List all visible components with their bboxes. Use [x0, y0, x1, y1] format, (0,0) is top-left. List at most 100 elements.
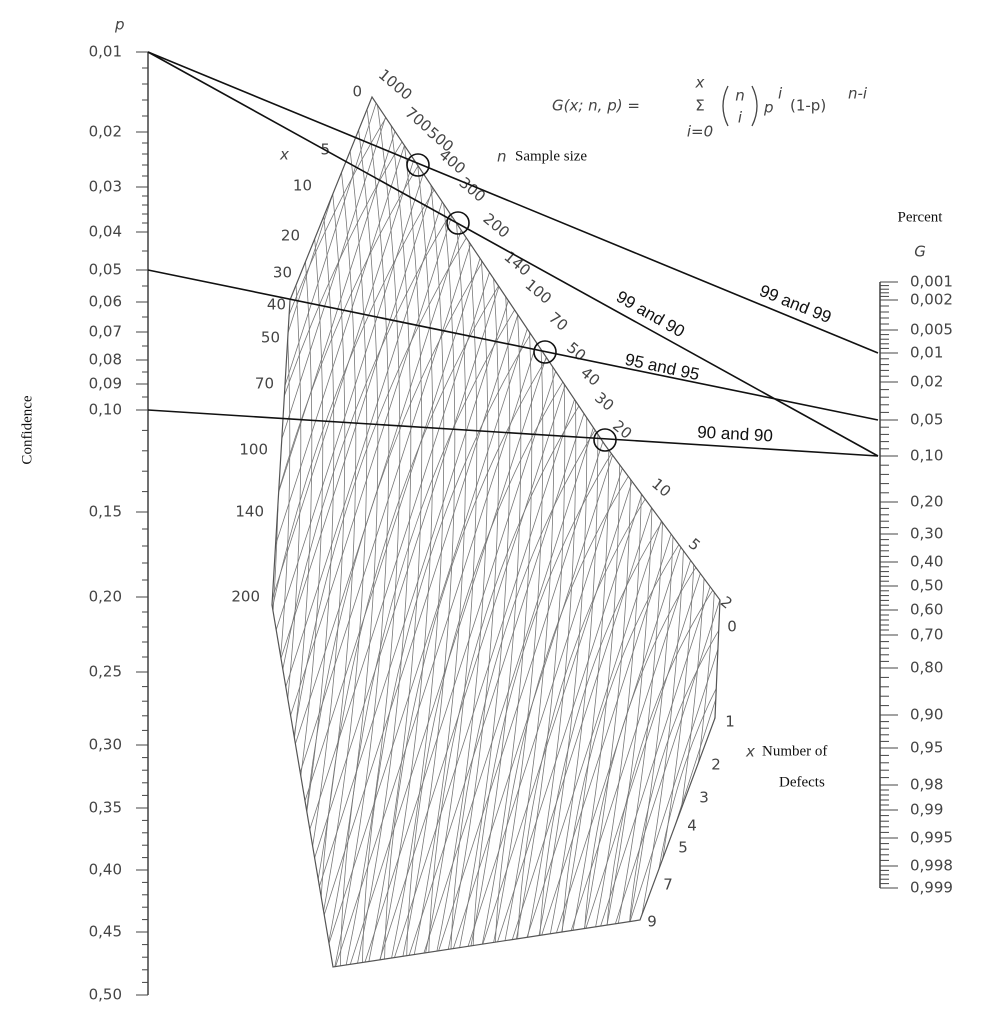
n-tick-label: 5 — [685, 535, 704, 555]
line-label: 99 and 90 — [613, 287, 688, 341]
mesh-diagonal — [272, 97, 377, 967]
mesh-diagonal — [0, 60, 264, 990]
p-tick-label: 0,35 — [89, 799, 122, 817]
p-tick-label: 0,06 — [89, 293, 122, 311]
confidence-title: Confidence — [19, 395, 35, 464]
p-tick-label: 0,20 — [89, 588, 122, 606]
x-left-label: 140 — [235, 503, 264, 521]
mesh-curve — [439, 97, 500, 967]
formula: G(x; n, p) = Σ x i=0 n i p i (1-p) n-i — [552, 74, 868, 141]
mesh-curve — [692, 97, 720, 967]
line-label: 99 and 99 — [757, 281, 834, 327]
n-tick-label: 1000 — [375, 65, 416, 103]
formula-binom-lower: i — [738, 109, 743, 127]
defects-label-1: Number of — [762, 743, 827, 759]
x-left-label: 40 — [267, 296, 286, 314]
sample-size-label: Sample size — [515, 148, 587, 164]
g-tick-label: 0,99 — [910, 801, 943, 819]
formula-factor: (1-p) — [790, 97, 826, 115]
p-tick-label: 0,30 — [89, 736, 122, 754]
mesh-arc — [581, 394, 720, 967]
mesh-curve — [307, 97, 368, 967]
formula-binom-upper: n — [735, 87, 745, 105]
x-right-label: 9 — [647, 913, 657, 931]
n-symbol: n — [497, 148, 507, 166]
mesh-diagonal — [272, 97, 405, 967]
mesh-diagonal — [411, 97, 713, 967]
g-tick-label: 0,995 — [910, 829, 953, 847]
x-symbol-left: x — [279, 146, 289, 164]
g-tick-label: 0,005 — [910, 321, 953, 339]
mesh-curve — [318, 97, 379, 967]
x-right-label: 0 — [727, 618, 737, 636]
mesh-curve — [527, 97, 588, 967]
mesh-diagonal — [272, 97, 349, 967]
p-tick-label: 0,45 — [89, 923, 122, 941]
mesh-arc — [603, 430, 720, 967]
mesh-diagonal — [272, 97, 293, 967]
g-tick-label: 0,05 — [910, 411, 943, 429]
mesh-diagonal — [537, 97, 720, 967]
g-tick-label: 0,95 — [910, 739, 943, 757]
x-left-label: 50 — [261, 329, 280, 347]
x-left-label: 30 — [273, 264, 292, 282]
mesh-diagonal — [439, 97, 720, 967]
g-tick-label: 0,60 — [910, 601, 943, 619]
mesh-arc — [295, 97, 720, 967]
x-left-label: 20 — [281, 227, 300, 245]
p-tick-label: 0,02 — [89, 123, 122, 141]
p-tick-label: 0,01 — [89, 43, 122, 61]
x-right-label: 5 — [678, 839, 688, 857]
mesh-diagonal — [621, 97, 720, 967]
p-tick-label: 0,40 — [89, 861, 122, 879]
intersection-circle — [406, 153, 430, 177]
formula-sum-lower: i=0 — [687, 123, 713, 141]
formula-base-exp: i — [778, 85, 783, 103]
g-tick-label: 0,998 — [910, 857, 953, 875]
mesh-arc — [515, 289, 720, 967]
g-tick-label: 0,40 — [910, 553, 943, 571]
g-tick-label: 0,98 — [910, 776, 943, 794]
mesh-arc — [736, 642, 960, 1000]
formula-sum: Σ — [695, 97, 704, 115]
mesh-diagonal — [272, 97, 335, 967]
formula-sum-upper: x — [695, 74, 705, 92]
mesh-curve — [571, 97, 632, 967]
mesh-curve — [362, 97, 423, 967]
mesh-curve — [604, 97, 665, 967]
mesh-diagonal — [705, 97, 720, 967]
mesh-curve — [373, 97, 434, 967]
x-right-label: 1 — [725, 713, 735, 731]
example-line — [147, 269, 879, 421]
mesh-curve — [272, 97, 291, 967]
x-left-label: 200 — [231, 588, 260, 606]
x-right-label: 3 — [699, 789, 709, 807]
mesh-diagonal — [607, 97, 720, 967]
intersection-circle — [533, 340, 557, 364]
mesh-diagonal — [593, 97, 720, 967]
mesh-curve — [395, 97, 456, 967]
p-tick-label: 0,04 — [89, 223, 122, 241]
x-left-label: 70 — [255, 375, 274, 393]
mesh-curve — [681, 97, 720, 967]
g-tick-label: 0,02 — [910, 373, 943, 391]
mesh-diagonal — [272, 97, 475, 967]
mesh-curve — [329, 97, 390, 967]
formula-lhs: G(x; n, p) = — [552, 97, 640, 115]
mesh-diagonal — [0, 60, 236, 990]
p-tick-label: 0,50 — [89, 986, 122, 1004]
mesh-diagonal — [272, 97, 419, 967]
mesh-diagonal — [0, 60, 250, 990]
percent-title: Percent — [898, 209, 944, 225]
formula-base: p — [763, 99, 774, 117]
example-line — [147, 51, 879, 457]
p-tick-label: 0,25 — [89, 663, 122, 681]
mesh-outline — [271, 95, 721, 968]
mesh-diagonal — [0, 60, 222, 990]
x-left-label: 100 — [239, 441, 268, 459]
n-tick-label: 70 — [545, 309, 571, 335]
p-symbol: p — [114, 16, 125, 34]
mesh-curve — [272, 97, 302, 967]
n-tick-label: 300 — [456, 174, 490, 206]
